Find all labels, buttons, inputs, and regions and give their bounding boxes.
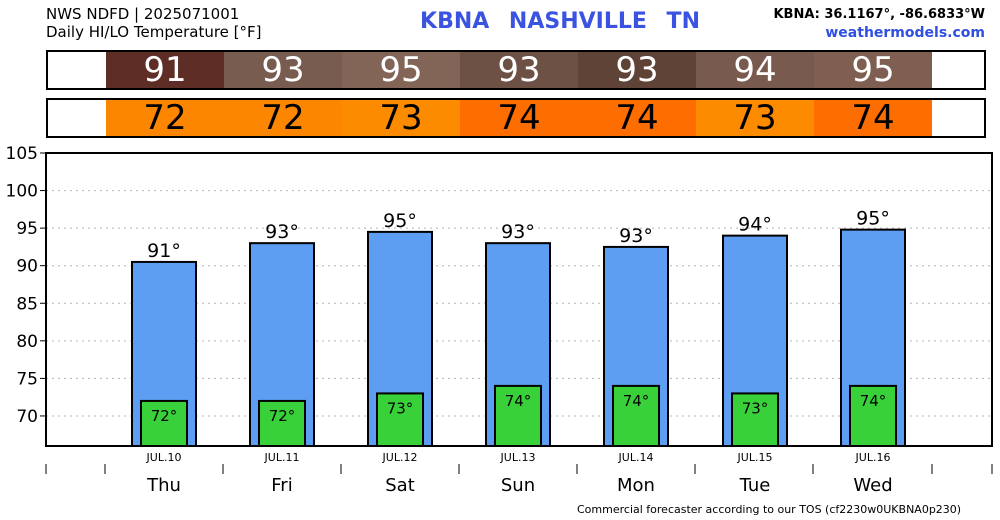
x-date-label: JUL.15 [737,451,773,464]
y-tick-label: 70 [16,407,38,427]
high-bar-label: 93° [265,221,299,243]
x-day-label: Fri [271,475,292,496]
low-temperature-cell: 74 [460,100,578,136]
high-bar-label: 94° [738,214,772,236]
x-date-label: JUL.16 [855,451,891,464]
low-bar [258,399,306,447]
station-name: KBNA NASHVILLE TN [420,9,700,34]
low-bar [494,384,542,447]
low-temperature-cell: 74 [578,100,696,136]
high-bar-label: 93° [501,221,535,243]
x-date-label: JUL.10 [146,451,182,464]
high-bar-label: 95° [856,208,890,230]
station-coordinates: KBNA: 36.1167°, -86.6833°W [773,7,985,22]
low-bar [376,392,424,447]
y-tick-label: 100 [6,182,38,202]
x-day-label: Mon [617,475,655,496]
high-temperature-cell: 93 [460,52,578,88]
low-bar-label: 74° [623,392,650,410]
high-temperature-cell: 93 [224,52,342,88]
low-bar-label: 74° [505,392,532,410]
high-temperature-cell: 95 [342,52,460,88]
low-temperature-cell: 72 [106,100,224,136]
product-title: NWS NDFD | 2025071001 [46,5,240,23]
low-bar-label: 72° [269,407,296,425]
y-tick-label: 95 [16,219,38,239]
low-temperature-cell: 72 [224,100,342,136]
low-temperature-cell: 74 [814,100,932,136]
high-temperature-cell: 91 [106,52,224,88]
low-bar-label: 74° [860,392,887,410]
x-date-label: JUL.13 [500,451,536,464]
high-temperature-cell: 94 [696,52,814,88]
high-temperature-cell: 93 [578,52,696,88]
low-bar-label: 73° [742,399,769,417]
x-day-label: Wed [853,475,892,496]
x-date-label: JUL.11 [264,451,300,464]
y-tick-label: 85 [16,294,38,314]
high-bar-label: 93° [619,225,653,247]
low-temperature-cell: 73 [696,100,814,136]
low-bar [731,392,779,447]
high-bar-label: 91° [147,240,181,262]
high-temperature-cell: 95 [814,52,932,88]
high-bar-label: 95° [383,210,417,232]
x-day-label: Tue [739,475,771,496]
x-date-label: JUL.12 [382,451,418,464]
low-bar-label: 72° [151,407,178,425]
x-day-label: Sun [501,475,535,496]
low-temperature-strip: 72 72 73 74 74 73 74 [46,98,986,138]
y-tick-label: 80 [16,332,38,352]
low-bar-label: 73° [387,399,414,417]
site-link[interactable]: weathermodels.com [825,25,985,41]
x-date-label: JUL.14 [618,451,654,464]
footer-note: Commercial forecaster according to our T… [577,503,962,516]
y-tick-label: 105 [6,144,38,164]
low-bar [849,384,897,447]
high-temperature-strip: 91 93 95 93 93 94 95 [46,50,986,90]
low-temperature-cell: 73 [342,100,460,136]
x-day-label: Sat [385,475,415,496]
x-day-label: Thu [146,475,181,496]
y-tick-label: 90 [16,257,38,277]
product-subtitle: Daily HI/LO Temperature [°F] [46,23,262,41]
y-tick-label: 75 [16,369,38,389]
